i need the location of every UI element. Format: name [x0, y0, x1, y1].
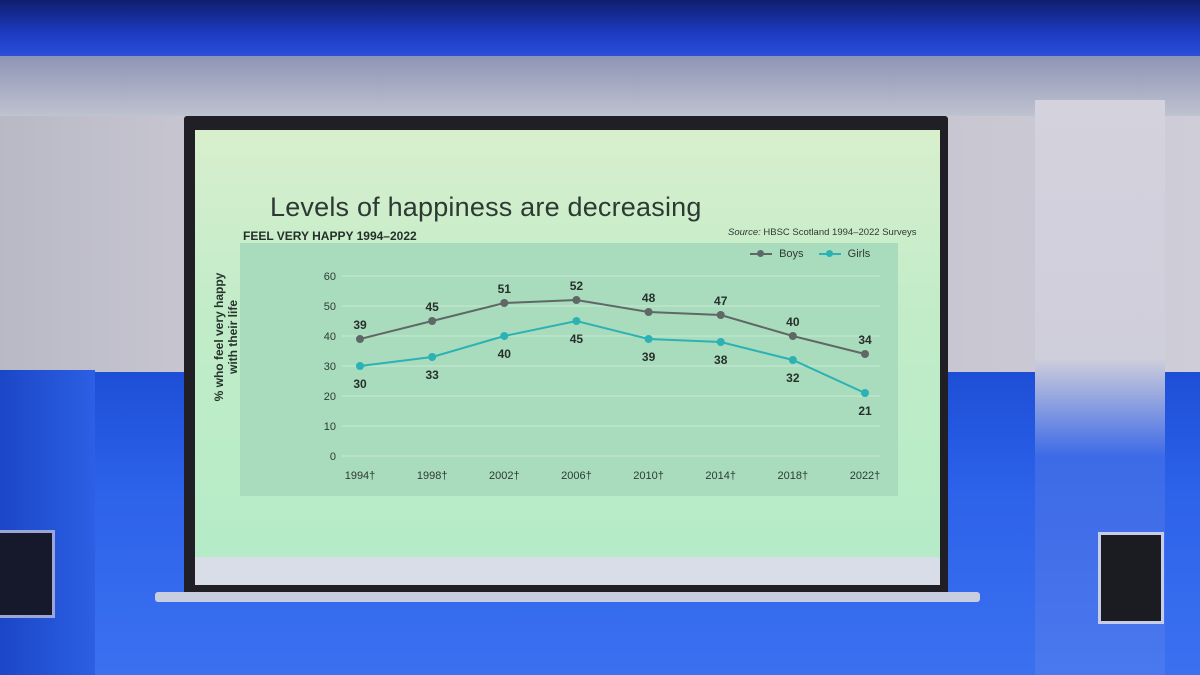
ceiling — [0, 0, 1200, 56]
wall-left — [0, 116, 200, 376]
source-label: Source: — [728, 227, 761, 238]
data-point-girls — [644, 335, 653, 343]
data-label-girls: 30 — [353, 377, 367, 391]
y-tick-label-10: 10 — [324, 421, 336, 433]
data-point-girls — [861, 389, 869, 397]
data-point-girls — [788, 356, 797, 364]
x-tick-label: 2006† — [561, 470, 592, 482]
chart-title: FEEL VERY HAPPY 1994–2022 — [243, 229, 417, 243]
data-label-boys: 47 — [714, 294, 728, 308]
y-tick-label-40: 40 — [324, 331, 336, 343]
legend-swatch-girls — [818, 250, 841, 258]
x-tick-label: 2014† — [705, 470, 736, 482]
x-tick-label: 2002† — [489, 470, 520, 482]
source-text: HBSC Scotland 1994–2022 Surveys — [760, 227, 917, 238]
data-label-boys: 48 — [642, 291, 656, 305]
data-point-boys — [500, 299, 509, 307]
legend-item-boys: Boys — [750, 248, 804, 260]
data-label-boys: 40 — [786, 315, 800, 329]
data-label-girls: 38 — [714, 353, 728, 367]
legend-swatch-boys — [750, 250, 772, 258]
data-label-girls: 45 — [570, 332, 584, 346]
slide-title: Levels of happiness are decreasing — [270, 192, 702, 222]
pillar-left — [0, 370, 95, 675]
data-label-boys: 45 — [425, 300, 439, 314]
data-label-girls: 39 — [642, 350, 656, 364]
data-point-boys — [356, 335, 364, 343]
x-tick-label: 1998† — [417, 470, 448, 482]
data-label-boys: 52 — [570, 279, 584, 293]
data-point-girls — [572, 317, 581, 325]
legend-item-girls: Girls — [818, 248, 871, 260]
wall-panel-left — [0, 530, 55, 618]
data-point-girls — [428, 353, 437, 361]
y-tick-label-50: 50 — [324, 301, 336, 313]
data-label-girls: 32 — [786, 371, 800, 385]
soffit — [0, 56, 1200, 116]
y-tick-label-30: 30 — [324, 361, 336, 373]
x-tick-label: 1994† — [345, 470, 376, 482]
data-point-boys — [788, 332, 797, 340]
x-tick-label: 2022† — [850, 470, 881, 482]
data-label-girls: 33 — [425, 368, 439, 382]
y-tick-label-60: 60 — [324, 271, 336, 283]
series-line-girls — [359, 319, 866, 394]
data-point-boys — [428, 317, 437, 325]
data-point-boys — [644, 308, 653, 316]
data-point-girls — [356, 362, 364, 370]
data-point-boys — [572, 296, 581, 304]
data-label-girls: 21 — [858, 404, 872, 418]
x-tick-label: 2018† — [778, 470, 809, 482]
legend-label-girls: Girls — [847, 248, 871, 260]
chart-panel — [240, 243, 898, 496]
data-point-girls — [716, 338, 725, 346]
wall-panel-right — [1098, 532, 1164, 624]
data-label-boys: 51 — [498, 282, 512, 296]
screen-bottom-strip — [195, 557, 940, 585]
legend: Boys Girls — [750, 248, 882, 260]
data-label-boys: 39 — [353, 318, 367, 332]
source-note: Source: HBSC Scotland 1994–2022 Surveys — [728, 227, 917, 238]
data-label-boys: 34 — [858, 333, 872, 347]
data-label-girls: 40 — [498, 347, 512, 361]
y-tick-label-0: 0 — [330, 451, 336, 463]
data-point-girls — [500, 332, 509, 340]
line-chart: 0 10 20 30 40 50 60 1994† 1998† 2002† 2006† 2010† 20… — [324, 271, 881, 482]
legend-label-boys: Boys — [779, 248, 804, 260]
x-tick-label: 2010† — [633, 470, 664, 482]
series-line-boys — [359, 298, 866, 355]
data-point-boys — [716, 311, 725, 319]
data-point-boys — [861, 350, 869, 358]
screen-bottom-bar — [155, 592, 980, 602]
y-axis-label: % who feel very happy with their life — [212, 272, 240, 402]
y-tick-label-20: 20 — [324, 391, 336, 403]
